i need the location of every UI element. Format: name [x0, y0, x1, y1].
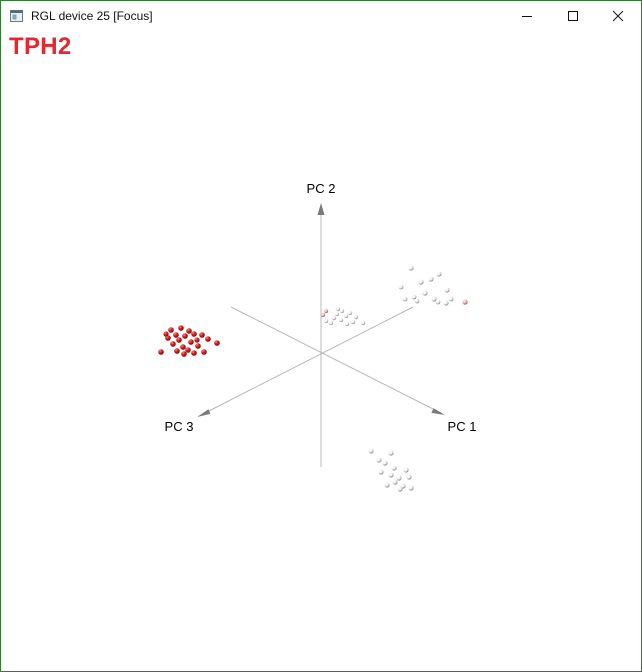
sample-point — [443, 300, 449, 306]
sample-point — [436, 271, 442, 277]
sample-point — [406, 474, 412, 480]
pca-3d-scene[interactable]: PC 2 PC 1 PC 3 — [1, 31, 641, 671]
sample-point — [321, 313, 325, 317]
sample-point — [418, 279, 424, 285]
sample-point — [191, 350, 197, 356]
close-button[interactable] — [595, 1, 641, 31]
sample-point — [186, 328, 192, 334]
maximize-button[interactable] — [550, 1, 596, 31]
sample-point — [335, 312, 339, 316]
sample-point — [328, 320, 334, 326]
pc3-axis-arrow — [197, 409, 211, 417]
sample-point — [199, 332, 205, 338]
sample-point — [408, 485, 414, 491]
pc3-axis-line — [200, 306, 414, 416]
sample-point — [402, 296, 408, 302]
sample-point — [181, 351, 187, 357]
sample-point — [368, 448, 374, 454]
sample-point — [205, 336, 211, 342]
sample-point — [444, 287, 450, 293]
pc1-axis-label: PC 1 — [448, 419, 477, 434]
axes: PC 2 PC 1 PC 3 — [165, 181, 477, 467]
pc1-axis-arrow — [431, 408, 445, 415]
sample-point — [338, 317, 344, 323]
sample-point — [335, 306, 341, 312]
sample-point — [343, 313, 349, 319]
sample-point — [353, 314, 359, 320]
plot-title: TPH2 — [9, 33, 72, 60]
rgl-window-icon — [10, 10, 23, 22]
close-icon — [612, 10, 624, 22]
minimize-icon — [522, 16, 532, 17]
sample-point — [158, 349, 164, 355]
sample-point — [382, 460, 388, 466]
sample-point — [448, 296, 454, 302]
sample-point — [182, 333, 188, 339]
sample-point — [422, 290, 428, 296]
pc1-axis-line — [230, 306, 442, 414]
sample-point — [173, 332, 179, 338]
sample-point — [201, 349, 207, 355]
sample-point — [195, 343, 201, 349]
sample-point — [214, 340, 220, 346]
window-title: RGL device 25 [Focus] — [31, 9, 153, 23]
sample-point — [323, 318, 329, 324]
pc3-axis-label: PC 3 — [165, 419, 194, 434]
sample-point — [339, 308, 345, 314]
sample-point — [378, 469, 384, 475]
sample-point — [462, 299, 468, 305]
sample-point — [398, 284, 404, 290]
sample-point — [411, 294, 417, 300]
sample-point — [168, 327, 174, 333]
sample-point — [331, 315, 337, 321]
pc2-axis-label: PC 2 — [307, 181, 336, 196]
sample-point — [188, 339, 194, 345]
pc2-axis-arrow — [317, 203, 325, 215]
sample-point — [414, 298, 420, 304]
sample-point — [384, 482, 390, 488]
sample-point — [376, 457, 382, 463]
sample-point — [174, 348, 180, 354]
sample-point — [347, 310, 353, 316]
sample-point — [178, 325, 184, 331]
sample-point — [428, 276, 434, 282]
sample-point — [388, 450, 394, 456]
sample-point — [191, 331, 197, 337]
title-bar[interactable]: RGL device 25 [Focus] — [1, 1, 641, 31]
sample-point — [391, 465, 397, 471]
sample-point — [344, 321, 350, 327]
sample-point — [176, 337, 182, 343]
sample-point — [392, 479, 398, 485]
sample-point — [360, 320, 366, 326]
sample-point — [163, 331, 169, 337]
sample-point — [403, 467, 409, 473]
sample-point — [350, 319, 356, 325]
sample-points — [158, 265, 468, 492]
sample-point — [185, 347, 191, 353]
sample-point — [435, 299, 441, 305]
sample-point — [388, 472, 394, 478]
sample-point — [408, 265, 414, 271]
sample-point — [170, 341, 176, 347]
sample-point — [431, 296, 437, 302]
rgl-canvas[interactable]: TPH2 — [1, 31, 641, 671]
sample-point — [323, 308, 329, 314]
sample-point — [165, 335, 171, 341]
minimize-button[interactable] — [504, 1, 550, 31]
sample-point — [396, 475, 402, 481]
sample-point — [180, 344, 186, 350]
sample-point — [194, 337, 200, 343]
sample-point — [397, 486, 403, 492]
maximize-icon — [568, 11, 578, 21]
